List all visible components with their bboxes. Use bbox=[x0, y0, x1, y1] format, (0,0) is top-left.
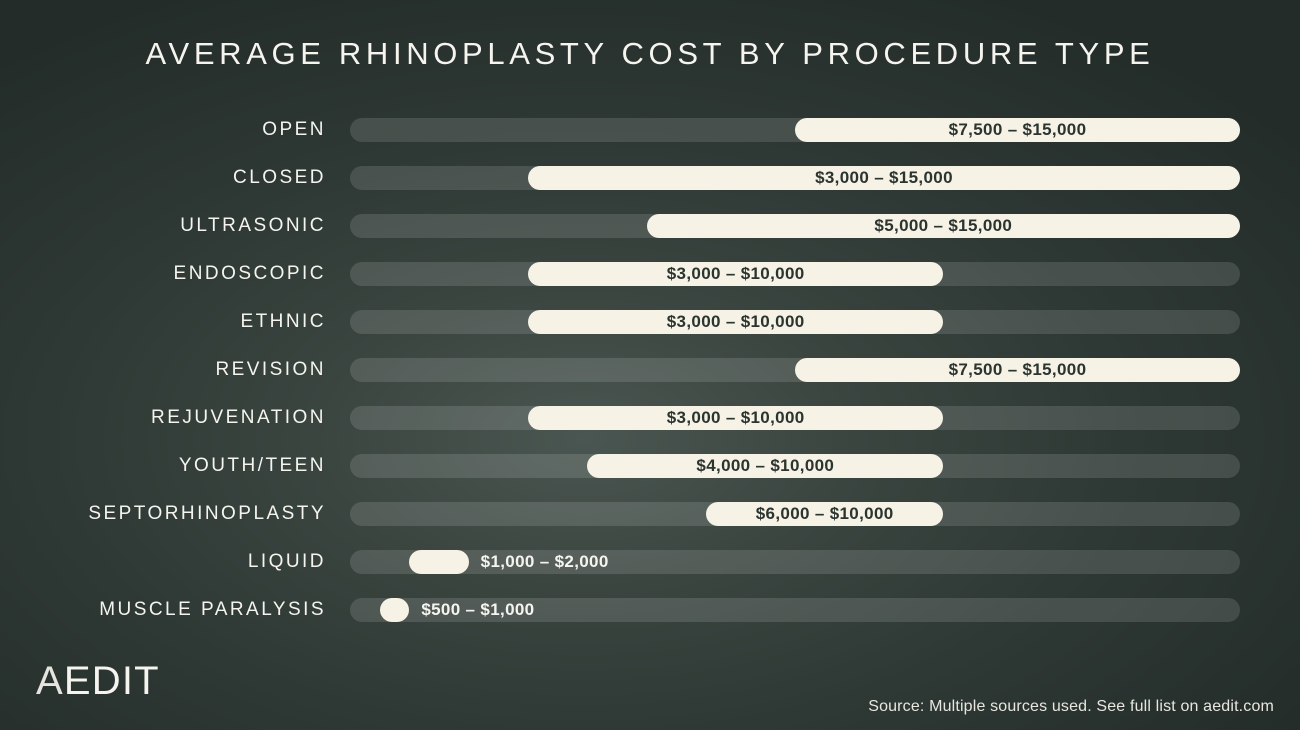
bar-track: $500 – $1,000 bbox=[350, 598, 1240, 622]
range-pill: $3,000 – $10,000 bbox=[528, 310, 943, 334]
chart-row: LIQUID $1,000 – $2,000 bbox=[50, 538, 1240, 586]
range-pill: $3,000 – $10,000 bbox=[528, 262, 943, 286]
range-value-outside: $500 – $1,000 bbox=[421, 598, 534, 622]
chart-row: SEPTORHINOPLASTY $6,000 – $10,000 bbox=[50, 490, 1240, 538]
row-label: CLOSED bbox=[50, 167, 350, 189]
row-label: ULTRASONIC bbox=[50, 215, 350, 237]
range-pill: $5,000 – $15,000 bbox=[647, 214, 1240, 238]
chart-row: REVISION $7,500 – $15,000 bbox=[50, 346, 1240, 394]
bar-track: $3,000 – $15,000 bbox=[350, 166, 1240, 190]
row-label: LIQUID bbox=[50, 551, 350, 573]
infographic-container: AVERAGE RHINOPLASTY COST BY PROCEDURE TY… bbox=[0, 0, 1300, 730]
logo-rest: EDIT bbox=[64, 659, 160, 703]
chart-row: ETHNIC $3,000 – $10,000 bbox=[50, 298, 1240, 346]
row-label: YOUTH/TEEN bbox=[50, 455, 350, 477]
range-pill: $1,000 – $2,000 bbox=[409, 550, 468, 574]
row-label: OPEN bbox=[50, 119, 350, 141]
chart-row: REJUVENATION $3,000 – $10,000 bbox=[50, 394, 1240, 442]
chart-row: ENDOSCOPIC $3,000 – $10,000 bbox=[50, 250, 1240, 298]
logo-prefix: A bbox=[36, 659, 64, 703]
range-pill: $3,000 – $15,000 bbox=[528, 166, 1240, 190]
source-attribution: Source: Multiple sources used. See full … bbox=[868, 698, 1274, 716]
bar-track: $3,000 – $10,000 bbox=[350, 406, 1240, 430]
bar-track: $4,000 – $10,000 bbox=[350, 454, 1240, 478]
range-bar-chart: OPEN $7,500 – $15,000 CLOSED $3,000 – $15,0… bbox=[50, 106, 1250, 634]
chart-row: YOUTH/TEEN $4,000 – $10,000 bbox=[50, 442, 1240, 490]
range-pill: $7,500 – $15,000 bbox=[795, 118, 1240, 142]
chart-row: OPEN $7,500 – $15,000 bbox=[50, 106, 1240, 154]
bar-track: $7,500 – $15,000 bbox=[350, 358, 1240, 382]
row-label: MUSCLE PARALYSIS bbox=[50, 599, 350, 621]
chart-row: MUSCLE PARALYSIS $500 – $1,000 bbox=[50, 586, 1240, 634]
row-label: ENDOSCOPIC bbox=[50, 263, 350, 285]
bar-track: $7,500 – $15,000 bbox=[350, 118, 1240, 142]
bar-track: $6,000 – $10,000 bbox=[350, 502, 1240, 526]
chart-row: ULTRASONIC $5,000 – $15,000 bbox=[50, 202, 1240, 250]
bar-track: $5,000 – $15,000 bbox=[350, 214, 1240, 238]
row-label: ETHNIC bbox=[50, 311, 350, 333]
row-label: REVISION bbox=[50, 359, 350, 381]
chart-title: AVERAGE RHINOPLASTY COST BY PROCEDURE TY… bbox=[50, 36, 1250, 72]
bar-track: $3,000 – $10,000 bbox=[350, 310, 1240, 334]
range-value-outside: $1,000 – $2,000 bbox=[481, 550, 609, 574]
row-label: REJUVENATION bbox=[50, 407, 350, 429]
range-pill: $4,000 – $10,000 bbox=[587, 454, 943, 478]
range-pill: $6,000 – $10,000 bbox=[706, 502, 943, 526]
brand-logo: AEDIT bbox=[36, 659, 160, 704]
bar-track: $1,000 – $2,000 bbox=[350, 550, 1240, 574]
bar-track: $3,000 – $10,000 bbox=[350, 262, 1240, 286]
chart-row: CLOSED $3,000 – $15,000 bbox=[50, 154, 1240, 202]
range-pill: $500 – $1,000 bbox=[380, 598, 410, 622]
range-pill: $7,500 – $15,000 bbox=[795, 358, 1240, 382]
row-label: SEPTORHINOPLASTY bbox=[50, 503, 350, 525]
range-pill: $3,000 – $10,000 bbox=[528, 406, 943, 430]
